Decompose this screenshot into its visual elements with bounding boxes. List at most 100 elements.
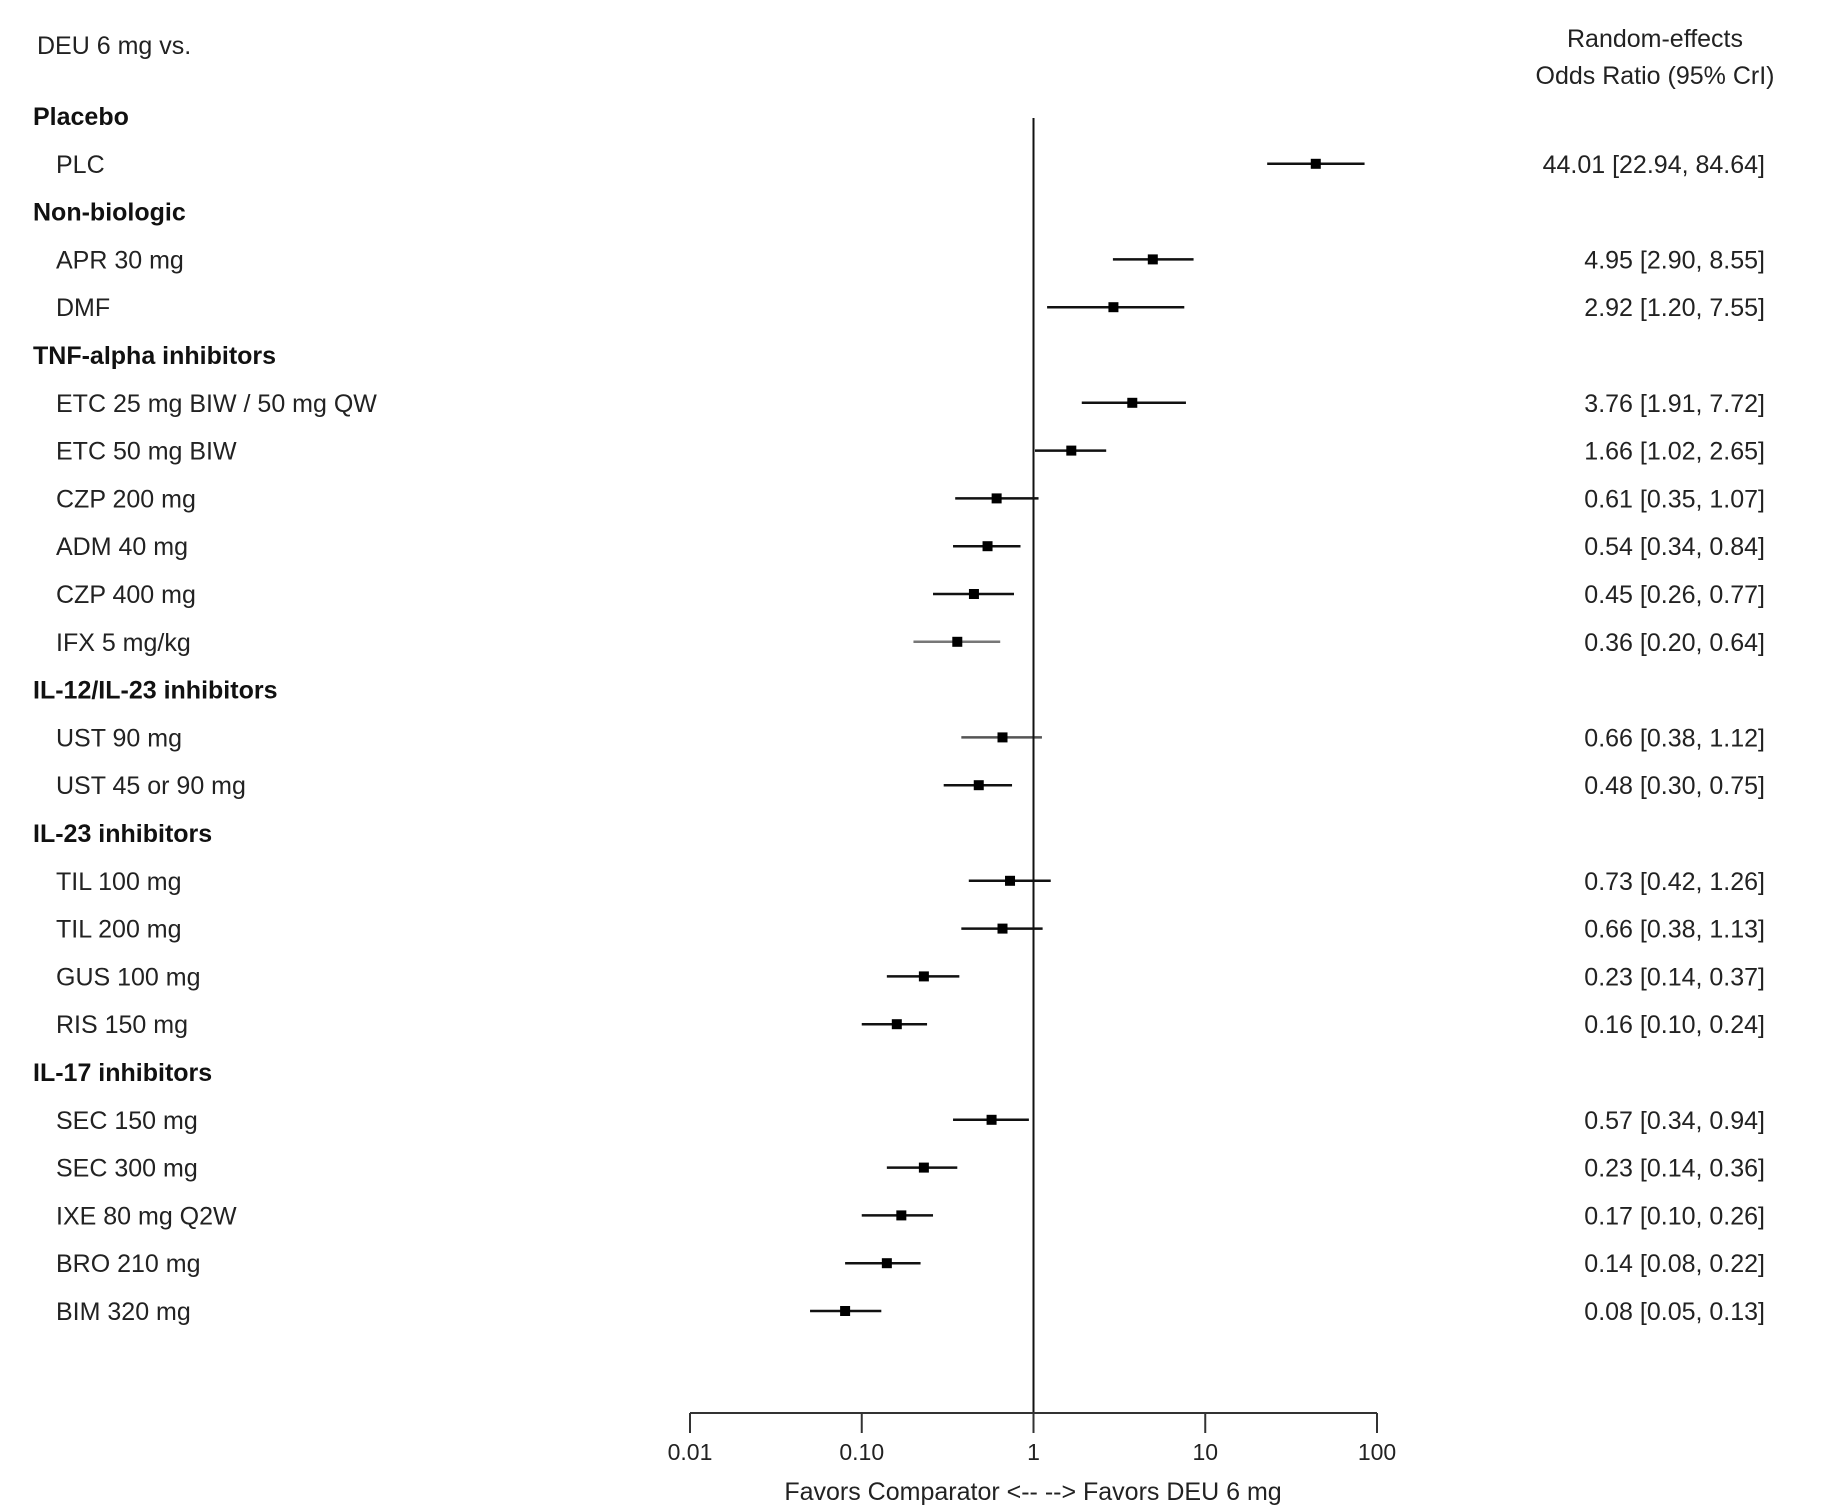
point-estimate [918, 1162, 929, 1173]
point-estimate [952, 636, 963, 647]
row-value: 0.66 [0.38, 1.12] [1584, 724, 1765, 752]
row-value: 0.61 [0.35, 1.07] [1584, 485, 1765, 513]
row-label: PLC [56, 151, 105, 179]
point-estimate [973, 780, 984, 791]
forest-row: BRO 210 mg 0.14 [0.08, 0.22] [56, 1250, 1765, 1278]
forest-row: SEC 150 mg 0.57 [0.34, 0.94] [56, 1107, 1765, 1135]
row-value: 0.17 [0.10, 0.26] [1584, 1202, 1765, 1230]
row-value: 3.76 [1.91, 7.72] [1584, 390, 1765, 418]
row-label: SEC 150 mg [56, 1107, 198, 1135]
group-label: IL-17 inhibitors [33, 1059, 212, 1087]
left-header: DEU 6 mg vs. [37, 32, 191, 60]
forest-row: UST 90 mg 0.66 [0.38, 1.12] [56, 724, 1765, 752]
group-header: IL-12/IL-23 inhibitors [33, 677, 277, 705]
point-estimate [1127, 397, 1138, 408]
point-estimate [891, 1019, 902, 1030]
row-label: UST 45 or 90 mg [56, 772, 246, 800]
right-header-line2: Odds Ratio (95% CrI) [1536, 62, 1775, 90]
row-label: UST 90 mg [56, 724, 182, 752]
point-estimate [1310, 158, 1321, 169]
forest-row: SEC 300 mg 0.23 [0.14, 0.36] [56, 1155, 1765, 1183]
group-label: Non-biologic [33, 199, 186, 227]
forest-row: PLC 44.01 [22.94, 84.64] [56, 151, 1765, 179]
x-axis-label: Favors Comparator <-- --> Favors DEU 6 m… [784, 1478, 1281, 1506]
group-header: TNF-alpha inhibitors [33, 342, 276, 370]
row-value: 0.08 [0.05, 0.13] [1584, 1298, 1765, 1326]
point-estimate [982, 541, 993, 552]
row-label: BIM 320 mg [56, 1298, 191, 1326]
point-estimate [1066, 445, 1077, 456]
row-value: 44.01 [22.94, 84.64] [1543, 151, 1765, 179]
row-label: SEC 300 mg [56, 1155, 198, 1183]
x-tick-label: 1 [1027, 1439, 1040, 1465]
group-header: IL-17 inhibitors [33, 1059, 212, 1087]
forest-row: CZP 400 mg 0.45 [0.26, 0.77] [56, 581, 1765, 609]
point-estimate [1108, 302, 1119, 313]
row-label: CZP 400 mg [56, 581, 196, 609]
row-label: TIL 100 mg [56, 868, 182, 896]
forest-row: ETC 50 mg BIW 1.66 [1.02, 2.65] [56, 438, 1765, 466]
row-label: CZP 200 mg [56, 485, 196, 513]
group-header: Non-biologic [33, 199, 186, 227]
row-label: APR 30 mg [56, 246, 184, 274]
point-estimate [968, 589, 979, 599]
row-label: DMF [56, 294, 110, 322]
group-label: TNF-alpha inhibitors [33, 342, 276, 370]
group-header: IL-23 inhibitors [33, 820, 212, 848]
row-value: 1.66 [1.02, 2.65] [1584, 438, 1765, 466]
row-label: IFX 5 mg/kg [56, 629, 191, 657]
row-value: 0.54 [0.34, 0.84] [1584, 533, 1765, 561]
row-value: 0.48 [0.30, 0.75] [1584, 772, 1765, 800]
x-tick-label: 0.01 [668, 1439, 713, 1465]
forest-row: IXE 80 mg Q2W 0.17 [0.10, 0.26] [56, 1202, 1765, 1230]
point-estimate [991, 493, 1002, 504]
row-value: 0.66 [0.38, 1.13] [1584, 916, 1765, 944]
point-estimate [881, 1258, 892, 1269]
row-value: 0.36 [0.20, 0.64] [1584, 629, 1765, 657]
forest-row: TIL 200 mg 0.66 [0.38, 1.13] [56, 916, 1765, 944]
forest-row: RIS 150 mg 0.16 [0.10, 0.24] [56, 1011, 1765, 1039]
forest-row: CZP 200 mg 0.61 [0.35, 1.07] [56, 485, 1765, 513]
x-tick-label: 0.10 [839, 1439, 884, 1465]
point-estimate [1005, 875, 1016, 886]
point-estimate [896, 1210, 907, 1221]
forest-row: UST 45 or 90 mg 0.48 [0.30, 0.75] [56, 772, 1765, 800]
row-value: 0.23 [0.14, 0.37] [1584, 963, 1765, 991]
group-header: Placebo [33, 103, 129, 131]
row-value: 0.73 [0.42, 1.26] [1584, 868, 1765, 896]
row-value: 0.14 [0.08, 0.22] [1584, 1250, 1765, 1278]
forest-row: TIL 100 mg 0.73 [0.42, 1.26] [56, 868, 1765, 896]
row-value: 0.45 [0.26, 0.77] [1584, 581, 1765, 609]
row-value: 0.23 [0.14, 0.36] [1584, 1155, 1765, 1183]
point-estimate [1147, 254, 1158, 265]
point-estimate [997, 923, 1008, 934]
row-label: ADM 40 mg [56, 533, 188, 561]
point-estimate [840, 1306, 851, 1316]
point-estimate [986, 1114, 997, 1125]
group-label: Placebo [33, 103, 129, 131]
group-label: IL-12/IL-23 inhibitors [33, 677, 277, 705]
row-label: ETC 25 mg BIW / 50 mg QW [56, 390, 377, 418]
x-tick-label: 10 [1192, 1439, 1218, 1465]
row-value: 0.16 [0.10, 0.24] [1584, 1011, 1765, 1039]
x-tick-label: 100 [1358, 1439, 1396, 1465]
forest-row: DMF 2.92 [1.20, 7.55] [56, 294, 1765, 322]
forest-row: ETC 25 mg BIW / 50 mg QW 3.76 [1.91, 7.72… [56, 390, 1765, 418]
row-label: GUS 100 mg [56, 963, 201, 991]
row-value: 0.57 [0.34, 0.94] [1584, 1107, 1765, 1135]
row-label: IXE 80 mg Q2W [56, 1202, 237, 1230]
group-label: IL-23 inhibitors [33, 820, 212, 848]
row-label: RIS 150 mg [56, 1011, 188, 1039]
forest-row: IFX 5 mg/kg 0.36 [0.20, 0.64] [56, 629, 1765, 657]
row-value: 2.92 [1.20, 7.55] [1584, 294, 1765, 322]
forest-row: ADM 40 mg 0.54 [0.34, 0.84] [56, 533, 1765, 561]
row-label: BRO 210 mg [56, 1250, 201, 1278]
row-label: ETC 50 mg BIW [56, 438, 237, 466]
point-estimate [918, 971, 929, 982]
row-value: 4.95 [2.90, 8.55] [1584, 246, 1765, 274]
forest-row: GUS 100 mg 0.23 [0.14, 0.37] [56, 963, 1765, 991]
forest-row: APR 30 mg 4.95 [2.90, 8.55] [56, 246, 1765, 274]
point-estimate [997, 732, 1008, 743]
row-label: TIL 200 mg [56, 916, 182, 944]
